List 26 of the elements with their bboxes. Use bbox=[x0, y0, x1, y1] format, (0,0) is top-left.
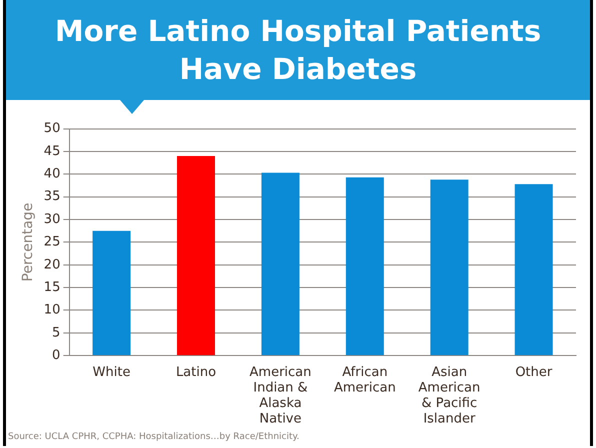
bar bbox=[430, 180, 468, 356]
y-tick-label: 45 bbox=[44, 144, 60, 159]
y-tick-label: 0 bbox=[52, 348, 60, 363]
y-tick-label: 15 bbox=[44, 280, 60, 295]
y-tick-label: 10 bbox=[44, 302, 60, 318]
bar bbox=[514, 184, 553, 356]
y-tick-label: 50 bbox=[44, 121, 60, 136]
y-tick-label: 30 bbox=[44, 212, 60, 227]
x-tick-label: African American bbox=[334, 364, 396, 396]
bar bbox=[92, 230, 131, 356]
bar bbox=[261, 172, 300, 356]
x-tick-label: Asian American & Pacific Islander bbox=[418, 364, 480, 427]
chart-title: More Latino Hospital Patients Have Diabetes bbox=[6, 0, 590, 100]
bar bbox=[177, 156, 216, 356]
x-tick-label: White bbox=[92, 364, 130, 380]
x-tick-label: American Indian & Alaska Native bbox=[250, 364, 312, 427]
y-tick-label: 40 bbox=[44, 166, 60, 182]
y-tick-label: 20 bbox=[44, 257, 60, 272]
bar bbox=[346, 177, 384, 356]
y-tick-label: 5 bbox=[52, 325, 60, 340]
y-tick-label: 35 bbox=[44, 189, 60, 204]
source-note: Source: UCLA CPHR, CCPHA: Hospitalizations…by Race/Ethnicity. bbox=[8, 432, 300, 442]
y-axis-title: Percentage bbox=[20, 202, 36, 282]
x-tick-label: Other bbox=[515, 364, 553, 380]
x-tick-label: Latino bbox=[176, 364, 216, 380]
y-tick-label: 25 bbox=[44, 234, 60, 250]
